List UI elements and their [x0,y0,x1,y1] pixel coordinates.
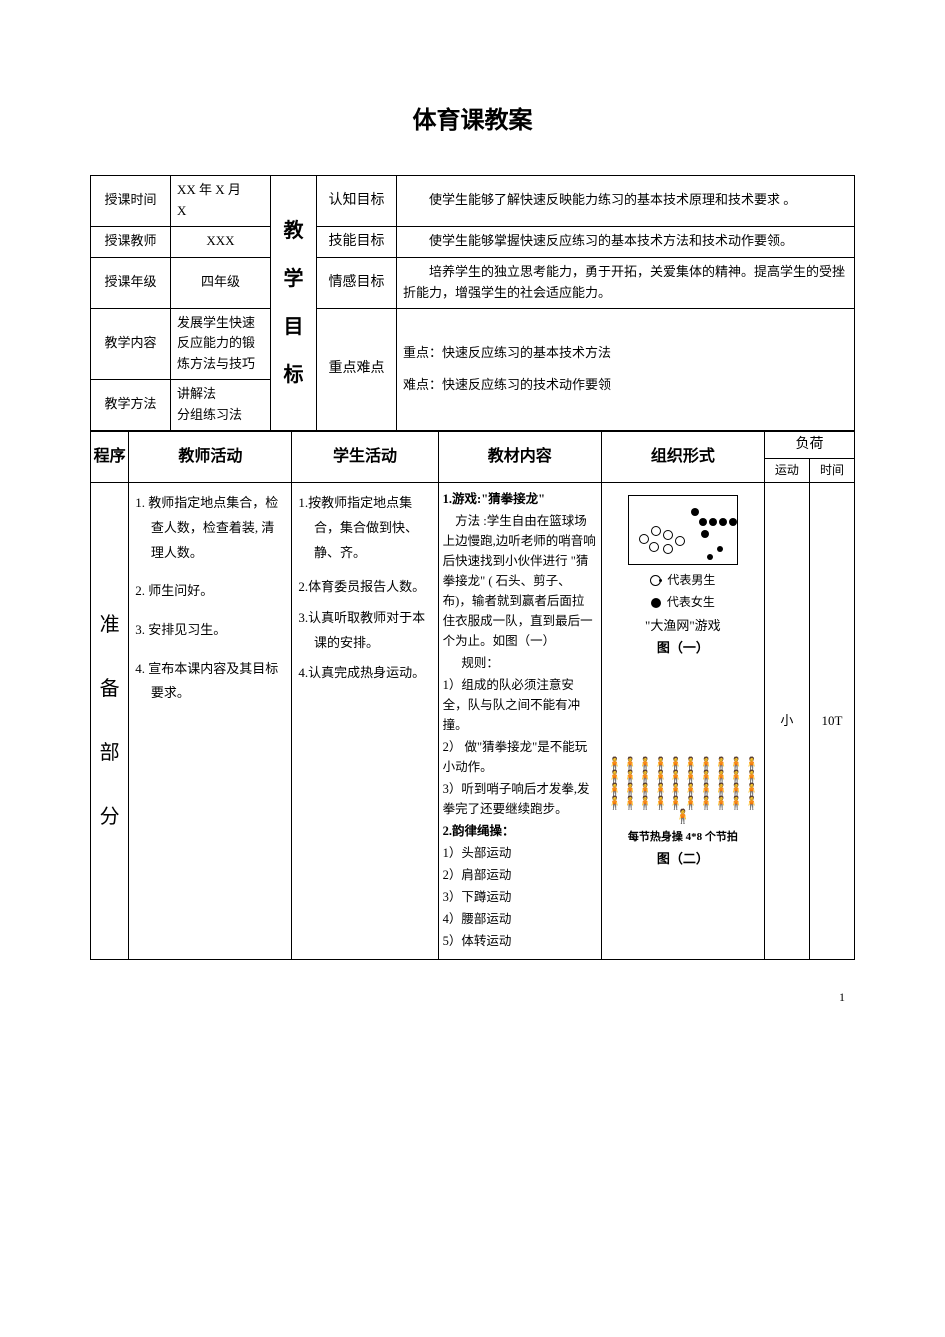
load-intensity: 小 [764,483,809,960]
meta-table: 授课时间 XX 年 X 月 X 教 学 目 标 认知目标 使学生能够了解快速反映… [90,175,855,431]
legend-girl-text: 代表女生 [667,593,715,612]
label-content: 教学内容 [91,308,171,379]
keypoint-line1: 重点：快速反应练习的基本技术方法 [403,340,848,366]
goal2-label: 技能目标 [317,226,397,257]
label-teacher: 授课教师 [91,226,171,257]
fig1-label: 图（一） [606,638,760,659]
rope-item-4: 4）腰部运动 [443,909,597,929]
legend-girl-icon [651,598,661,608]
fig2-label: 图（二） [606,849,760,870]
method-label: 方法 : [455,514,487,528]
teacher-item-2: 2. 师生问好。 [135,579,285,604]
legend-boy-row: 代表男生 [606,571,760,590]
goal1-label: 认知目标 [317,176,397,227]
student-item-4: 4.认真完成热身运动。 [298,661,431,686]
col-material: 教材内容 [438,431,601,483]
rule-1: 1）组成的队必须注意安全，队与队之间不能有冲撞。 [443,675,597,735]
teacher-item-3: 3. 安排见习生。 [135,618,285,643]
rope-item-5: 5）体转运动 [443,931,597,951]
rope-title: 2.韵律绳操： [443,824,515,838]
teacher-item-1: 1. 教师指定地点集合，检查人数，检查着装, 清理人数。 [135,491,285,565]
student-activities: 1.按教师指定地点集合，集合做到快、静、齐。 2.体育委员报告人数。 3.认真听… [292,483,438,960]
legend-boy-icon [650,575,661,586]
org-form: 代表男生 代表女生 "大渔网"游戏 图（一） 🧍🧍🧍🧍🧍🧍🧍🧍🧍🧍 🧍🧍🧍🧍🧍🧍… [601,483,764,960]
phase-prep: 准 备 部 分 [91,483,129,960]
rule-2: 2） 做"猜拳接龙"是不能玩小动作。 [443,737,597,777]
doc-title: 体育课教案 [90,100,855,135]
goals-header: 教 学 目 标 [277,207,310,399]
legend-girl-row: 代表女生 [606,593,760,612]
goal2-text: 使学生能够掌握快速反应练习的基本技术方法和技术动作要领。 [397,226,855,257]
game-name: "大渔网"游戏 [606,616,760,637]
people-single: 🧍 [606,811,760,825]
keypoint-label: 重点难点 [317,308,397,430]
col-load-time: 时间 [809,458,854,482]
phase-char-4: 分 [93,785,126,849]
goals-header-cell: 教 学 目 标 [271,176,317,431]
value-time: XX 年 X 月 X [171,176,271,227]
teacher-item-4: 4. 宣布本课内容及其目标要求。 [135,657,285,706]
col-program: 程序 [91,431,129,483]
student-item-3: 3.认真听取教师对于本课的安排。 [298,606,431,655]
people-row-4: 🧍🧍🧍🧍🧍🧍🧍🧍🧍🧍 [606,796,760,809]
rope-item-2: 2）肩部运动 [443,865,597,885]
col-student: 学生活动 [292,431,438,483]
rule-3: 3）听到哨子响后才发拳,发拳完了还要继续跑步。 [443,779,597,819]
value-grade: 四年级 [171,257,271,308]
col-org: 组织形式 [601,431,764,483]
student-item-2: 2.体育委员报告人数。 [298,575,431,600]
method-text: 学生自由在篮球场上边慢跑,边听老师的哨音响后快速找到小伙伴进行 "猜拳接龙" (… [443,514,596,648]
label-method: 教学方法 [91,379,171,430]
rope-item-3: 3）下蹲运动 [443,887,597,907]
col-teacher: 教师活动 [129,431,292,483]
rope-item-1: 1）头部运动 [443,843,597,863]
value-method: 讲解法 分组练习法 [171,379,271,430]
phase-char-2: 备 [93,657,126,721]
diagram-2: 🧍🧍🧍🧍🧍🧍🧍🧍🧍🧍 🧍🧍🧍🧍🧍🧍🧍🧍🧍🧍 🧍🧍🧍🧍🧍🧍🧍🧍🧍🧍 🧍🧍🧍🧍🧍🧍🧍… [606,757,760,825]
teacher-activities: 1. 教师指定地点集合，检查人数，检查着装, 清理人数。 2. 师生问好。 3.… [129,483,292,960]
phase-char-3: 部 [93,721,126,785]
material-content: 1.游戏:"猜拳接龙" 方法 :学生自由在篮球场上边慢跑,边听老师的哨音响后快速… [438,483,601,960]
game-title: 1.游戏:"猜拳接龙" [443,492,545,506]
value-teacher: XXX [171,226,271,257]
student-item-1: 1.按教师指定地点集合，集合做到快、静、齐。 [298,491,431,565]
row-note: 每节热身操 4*8 个节拍 [606,829,760,847]
col-load: 负荷 [764,431,854,458]
goal3-text: 培养学生的独立思考能力，勇于开拓，关爱集体的精神。提高学生的受挫折能力，增强学生… [397,257,855,308]
goal1-text: 使学生能够了解快速反映能力练习的基本技术原理和技术要求 。 [397,176,855,227]
keypoint-text: 重点：快速反应练习的基本技术方法 难点：快速反应练习的技术动作要领 [397,308,855,430]
rules-label: 规则： [443,653,597,673]
legend-boy-text: 代表男生 [667,571,715,590]
procedure-table: 程序 教师活动 学生活动 教材内容 组织形式 负荷 运动 时间 准 备 部 分 … [90,431,855,961]
label-grade: 授课年级 [91,257,171,308]
keypoint-line2: 难点：快速反应练习的技术动作要领 [403,372,848,398]
label-time: 授课时间 [91,176,171,227]
goal3-label: 情感目标 [317,257,397,308]
phase-char-1: 准 [93,593,126,657]
page-number: 1 [90,990,855,1005]
col-load-intensity: 运动 [764,458,809,482]
diagram-1 [628,495,738,565]
load-time: 10T [809,483,854,960]
value-content: 发展学生快速反应能力的锻炼方法与技巧 [171,308,271,379]
